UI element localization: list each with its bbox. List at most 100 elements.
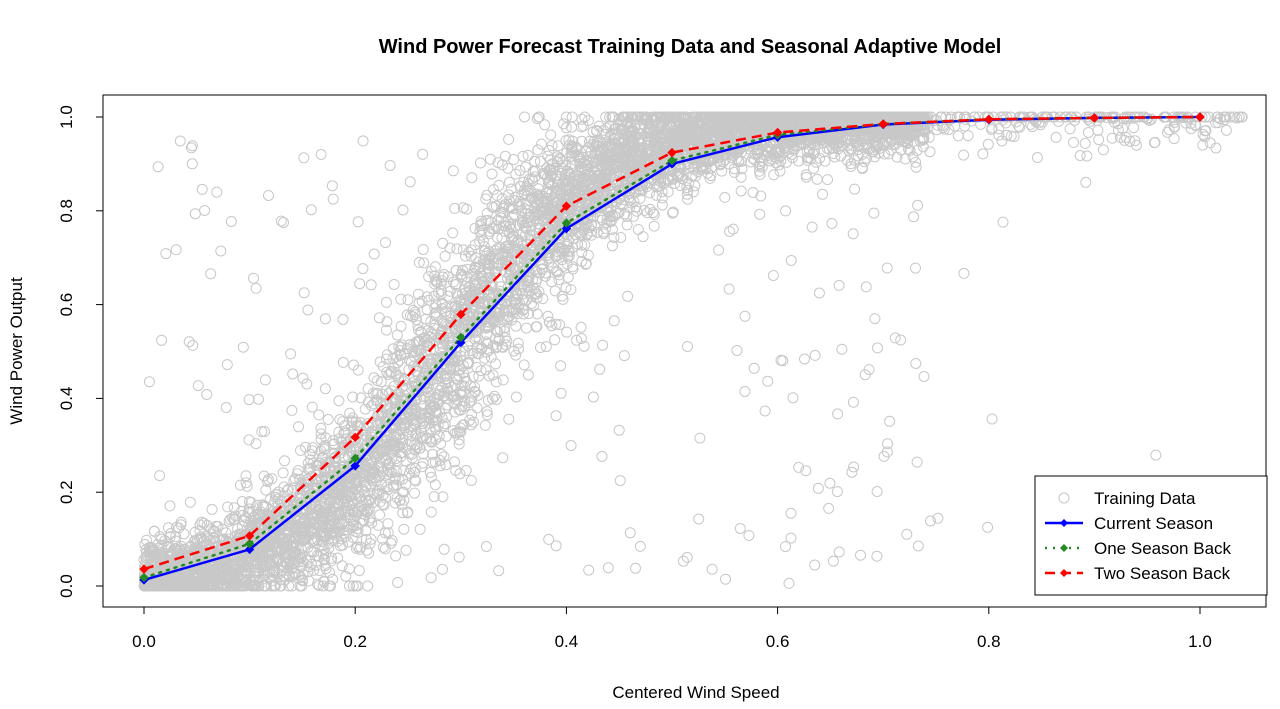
training-point	[1064, 123, 1076, 135]
training-point	[201, 389, 213, 400]
training-point	[503, 176, 515, 188]
training-point	[454, 422, 466, 434]
training-point	[618, 350, 630, 362]
training-point	[808, 162, 820, 174]
training-point	[910, 161, 922, 173]
training-point	[164, 500, 176, 512]
training-point	[352, 216, 364, 228]
training-point	[285, 348, 297, 360]
training-point	[471, 402, 483, 414]
training-point	[552, 140, 564, 152]
training-point	[754, 169, 766, 180]
training-point	[602, 562, 614, 574]
training-point	[847, 228, 859, 240]
training-point	[1128, 122, 1140, 134]
training-point	[215, 245, 227, 257]
training-point	[368, 248, 380, 260]
training-point	[535, 342, 546, 353]
training-point	[754, 208, 766, 220]
training-point	[519, 111, 530, 123]
training-point	[743, 530, 755, 541]
training-point	[1199, 131, 1211, 143]
training-point	[517, 304, 529, 316]
training-point	[417, 244, 429, 255]
training-point	[1131, 139, 1142, 151]
training-point	[437, 237, 449, 249]
training-point	[467, 347, 479, 359]
training-point	[682, 193, 694, 205]
training-point	[228, 502, 240, 514]
training-point	[523, 308, 535, 320]
training-point	[402, 294, 414, 306]
training-point	[868, 207, 880, 219]
training-point	[250, 282, 262, 294]
training-point	[347, 580, 359, 592]
training-point	[424, 467, 436, 478]
training-point	[734, 523, 746, 534]
training-point	[421, 304, 433, 316]
training-point	[400, 544, 412, 556]
training-point	[365, 279, 377, 291]
training-point	[315, 149, 327, 160]
training-point	[630, 562, 641, 574]
training-point	[466, 409, 478, 420]
training-point	[637, 184, 648, 196]
training-point	[912, 540, 924, 552]
training-point	[223, 515, 235, 527]
training-point	[252, 393, 264, 405]
training-point	[196, 183, 208, 195]
training-point	[624, 527, 636, 539]
training-point	[811, 173, 823, 185]
training-point	[518, 359, 530, 371]
training-point	[846, 466, 858, 478]
training-point	[537, 168, 549, 180]
training-point	[517, 150, 529, 162]
training-point	[192, 380, 204, 392]
training-point	[417, 448, 429, 460]
training-point	[809, 559, 821, 571]
training-point	[648, 220, 660, 232]
training-point	[780, 541, 791, 553]
training-point	[476, 224, 488, 236]
training-point	[326, 180, 338, 192]
training-point	[845, 161, 857, 172]
training-point	[512, 337, 524, 349]
training-point	[1093, 134, 1105, 146]
training-point	[315, 433, 327, 445]
training-point	[539, 119, 551, 131]
training-point	[404, 176, 416, 188]
training-point	[809, 349, 821, 361]
training-point	[414, 523, 426, 535]
training-point	[836, 343, 848, 355]
training-point	[634, 540, 646, 552]
training-point	[332, 552, 344, 564]
training-point	[471, 341, 483, 353]
training-point	[833, 279, 845, 291]
training-point	[453, 551, 465, 563]
training-point	[1068, 136, 1079, 148]
training-point	[481, 409, 493, 421]
training-point	[302, 304, 314, 316]
training-point	[493, 565, 505, 577]
training-point	[997, 111, 1009, 123]
training-point	[993, 129, 1005, 141]
training-point	[1050, 131, 1062, 143]
training-point	[522, 369, 534, 381]
training-point	[848, 461, 860, 473]
training-point	[727, 223, 739, 235]
training-point	[1145, 113, 1157, 125]
training-point	[1082, 127, 1094, 138]
training-point	[565, 440, 577, 451]
training-point	[812, 482, 824, 494]
chart-title: Wind Power Forecast Training Data and Se…	[379, 36, 1002, 58]
training-point	[490, 376, 502, 388]
training-point	[641, 207, 653, 219]
training-point	[473, 370, 485, 382]
training-point	[189, 208, 201, 220]
training-point	[279, 455, 290, 467]
training-point	[459, 380, 470, 392]
training-point	[1106, 132, 1118, 144]
training-point	[982, 138, 994, 150]
training-point	[514, 165, 526, 176]
